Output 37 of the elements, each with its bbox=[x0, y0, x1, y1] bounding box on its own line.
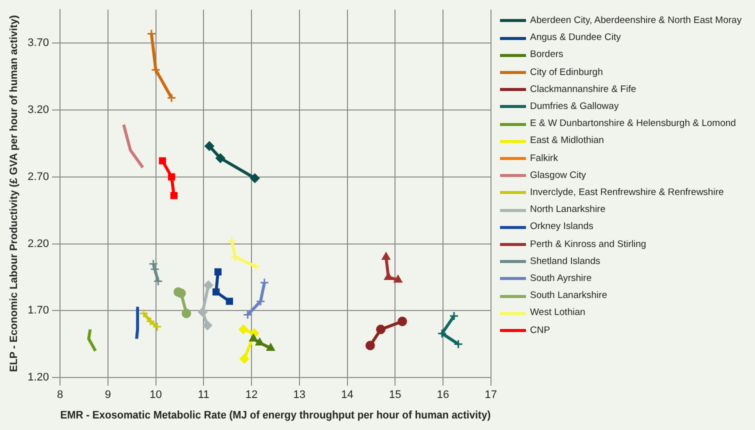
y-tick-label: 2.20 bbox=[28, 238, 50, 250]
legend-label: Falkirk bbox=[530, 152, 558, 166]
y-tick-label: 1.70 bbox=[28, 304, 50, 317]
legend-label: West Lothian bbox=[530, 306, 586, 320]
legend-label: Borders bbox=[530, 48, 564, 62]
x-tick-label: 8 bbox=[56, 389, 64, 402]
x-tick-label: 13 bbox=[293, 389, 306, 402]
x-tick-label: 15 bbox=[389, 389, 402, 402]
legend-label: CNP bbox=[530, 324, 550, 338]
legend-label: Clackmannanshire & Fife bbox=[530, 82, 636, 97]
y-tick-label: 3.70 bbox=[28, 37, 50, 50]
legend-label: Angus & Dundee City bbox=[530, 31, 621, 45]
x-tick-label: 12 bbox=[245, 389, 258, 402]
legend-label: Inverclyde, East Renfrewshire & Renfrewshire bbox=[530, 186, 724, 200]
x-tick-label: 17 bbox=[484, 389, 498, 402]
legend-label: City of Edinburgh bbox=[530, 66, 603, 80]
legend-label: Glasgow City bbox=[530, 168, 586, 183]
legend-label: Shetland Islands bbox=[530, 254, 600, 269]
x-tick-label: 16 bbox=[436, 389, 450, 402]
legend-label: Dumfries & Galloway bbox=[530, 100, 619, 114]
x-tick-label: 11 bbox=[198, 389, 210, 402]
legend-label: East & Midlothian bbox=[530, 134, 604, 148]
x-tick-label: 9 bbox=[104, 389, 111, 402]
x-tick-label: 14 bbox=[341, 389, 354, 402]
legend-label: Aberdeen City, Aberdeenshire & North East Moray bbox=[530, 14, 742, 28]
legend-label: North Lanarkshire bbox=[530, 203, 606, 217]
x-axis-title: EMR - Exosomatic Metabolic Rate (MJ of energy throughput per hour of human activity) bbox=[60, 409, 492, 422]
legend-label: Orkney Islands bbox=[530, 220, 594, 234]
legend-label: South Ayrshire bbox=[530, 272, 592, 286]
x-tick-label: 10 bbox=[150, 389, 162, 402]
legend-label: Perth & Kinross and Stirling bbox=[530, 238, 646, 252]
y-tick-label: 2.70 bbox=[28, 170, 50, 183]
legend-label: South Lanarkshire bbox=[530, 289, 608, 303]
y-tick-label: 3.20 bbox=[28, 104, 50, 116]
legend-label: E & W Dunbartonshire & Helensburgh & Lomond bbox=[530, 117, 736, 131]
y-axis-title: ELP - Economic Labour Productivity (£ GVA per hour of human activity) bbox=[8, 15, 20, 372]
y-tick-label: 1.20 bbox=[28, 372, 50, 384]
